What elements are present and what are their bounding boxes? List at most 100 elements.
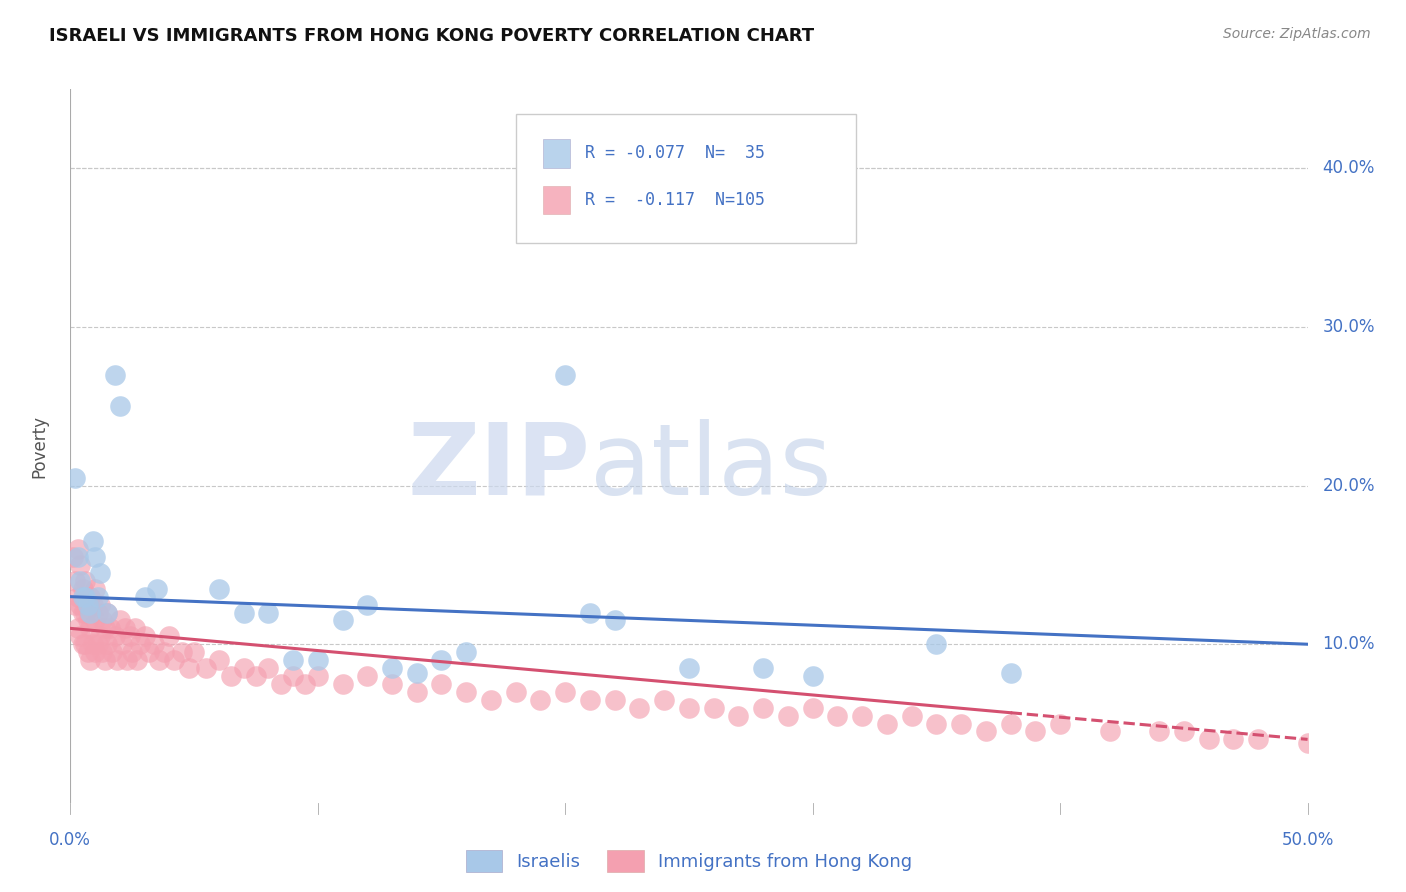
Point	[245, 669, 267, 683]
Bar	[543, 139, 571, 168]
Point	[86, 637, 108, 651]
Point	[115, 653, 138, 667]
Point	[75, 574, 97, 588]
Point	[91, 614, 114, 628]
Point	[405, 685, 427, 699]
Text: atlas: atlas	[591, 419, 831, 516]
Point	[876, 716, 898, 731]
Text: Poverty: Poverty	[31, 415, 48, 477]
Point	[851, 708, 873, 723]
Point	[281, 653, 304, 667]
Point	[307, 669, 329, 683]
Point	[1247, 732, 1270, 747]
Text: Source: ZipAtlas.com: Source: ZipAtlas.com	[1223, 27, 1371, 41]
Point	[257, 661, 280, 675]
Point	[479, 692, 502, 706]
Point	[332, 677, 354, 691]
Point	[456, 685, 478, 699]
Point	[89, 598, 111, 612]
Text: 0.0%: 0.0%	[49, 831, 91, 849]
Point	[118, 629, 141, 643]
Point	[678, 661, 700, 675]
Point	[1147, 724, 1170, 739]
Point	[170, 645, 193, 659]
Point	[257, 606, 280, 620]
Point	[430, 653, 453, 667]
Point	[232, 606, 254, 620]
Point	[219, 669, 242, 683]
Point	[801, 700, 824, 714]
Point	[79, 653, 101, 667]
Point	[65, 598, 87, 612]
Point	[134, 590, 156, 604]
Point	[69, 558, 91, 572]
Point	[72, 590, 94, 604]
Point	[143, 637, 166, 651]
Point	[703, 700, 725, 714]
Point	[79, 590, 101, 604]
Point	[579, 692, 602, 706]
Point	[66, 542, 89, 557]
Text: 50.0%: 50.0%	[1281, 831, 1334, 849]
Point	[91, 645, 114, 659]
Point	[153, 645, 176, 659]
Point	[86, 606, 108, 620]
Point	[94, 653, 117, 667]
Point	[183, 645, 205, 659]
Point	[1098, 724, 1121, 739]
Point	[456, 645, 478, 659]
Point	[72, 606, 94, 620]
Point	[1222, 732, 1244, 747]
Point	[76, 614, 98, 628]
Point	[108, 400, 131, 414]
Point	[1296, 735, 1319, 749]
Point	[157, 629, 180, 643]
Point	[554, 368, 576, 382]
Point	[208, 582, 231, 596]
Point	[84, 645, 107, 659]
Point	[124, 621, 146, 635]
Bar	[543, 186, 571, 214]
Point	[148, 653, 170, 667]
Point	[232, 661, 254, 675]
Point	[121, 645, 143, 659]
Point	[96, 637, 118, 651]
Point	[752, 661, 775, 675]
Point	[405, 665, 427, 680]
Point	[752, 700, 775, 714]
Point	[1198, 732, 1220, 747]
Point	[529, 692, 551, 706]
Point	[727, 708, 749, 723]
Point	[138, 645, 160, 659]
Point	[69, 598, 91, 612]
Point	[65, 574, 87, 588]
Point	[974, 724, 997, 739]
Point	[108, 614, 131, 628]
Text: 10.0%: 10.0%	[1323, 635, 1375, 653]
Point	[94, 621, 117, 635]
Point	[900, 708, 922, 723]
Point	[111, 637, 134, 651]
Point	[62, 549, 84, 564]
Point	[925, 637, 948, 651]
Point	[195, 661, 218, 675]
Point	[75, 606, 97, 620]
Point	[76, 645, 98, 659]
Point	[82, 534, 104, 549]
Point	[66, 590, 89, 604]
Point	[146, 582, 169, 596]
Point	[82, 637, 104, 651]
Point	[381, 677, 404, 691]
Point	[925, 716, 948, 731]
Point	[270, 677, 292, 691]
Point	[827, 708, 849, 723]
Point	[1000, 665, 1022, 680]
Point	[579, 606, 602, 620]
Point	[104, 368, 127, 382]
Point	[96, 606, 118, 620]
Point	[79, 621, 101, 635]
Point	[75, 590, 97, 604]
Point	[82, 598, 104, 612]
Text: R =  -0.117  N=105: R = -0.117 N=105	[585, 191, 765, 209]
Point	[356, 598, 378, 612]
